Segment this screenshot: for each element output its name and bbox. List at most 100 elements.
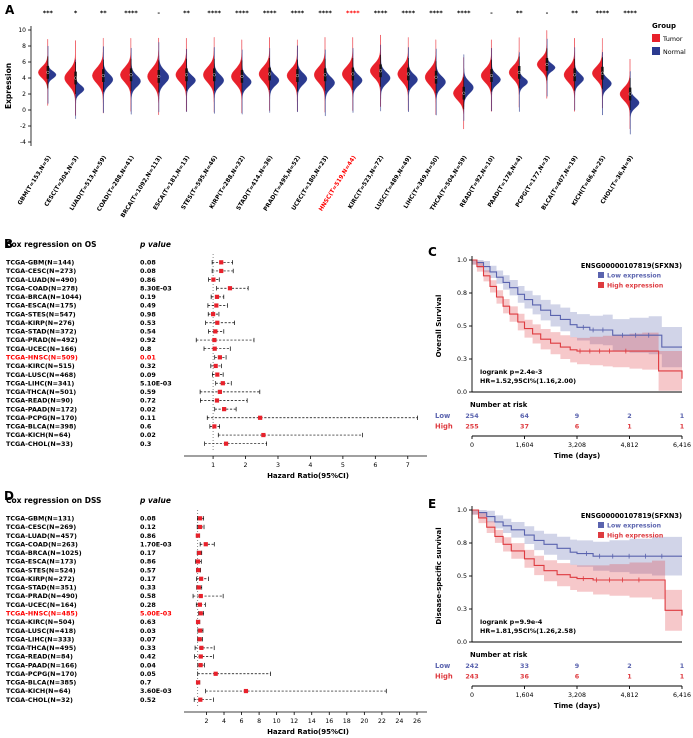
- svg-text:1: 1: [627, 423, 631, 431]
- svg-text:**: **: [571, 9, 578, 17]
- svg-text:8.30E-03: 8.30E-03: [140, 284, 172, 292]
- svg-text:**: **: [100, 9, 107, 17]
- svg-text:TCGA-BRCA(N=1044): TCGA-BRCA(N=1044): [6, 293, 82, 301]
- svg-text:TCGA-BRCA(N=1025): TCGA-BRCA(N=1025): [6, 549, 82, 557]
- svg-text:254: 254: [465, 412, 479, 420]
- svg-text:Hazard Ratio(95%CI): Hazard Ratio(95%CI): [267, 472, 349, 480]
- svg-text:2: 2: [22, 91, 26, 98]
- svg-text:0.02: 0.02: [140, 405, 156, 413]
- svg-text:0.86: 0.86: [140, 276, 156, 284]
- svg-text:0.07: 0.07: [140, 635, 156, 643]
- svg-text:6: 6: [22, 59, 26, 66]
- svg-text:TCGA-PAAD(N=166): TCGA-PAAD(N=166): [6, 661, 77, 669]
- svg-text:TCGA-BLCA(N=385): TCGA-BLCA(N=385): [6, 679, 76, 687]
- svg-text:18: 18: [343, 718, 351, 725]
- svg-text:-: -: [546, 9, 549, 17]
- svg-text:0.5: 0.5: [457, 323, 467, 330]
- svg-text:0.58: 0.58: [140, 592, 156, 600]
- svg-text:0.08: 0.08: [140, 515, 156, 523]
- svg-text:0.72: 0.72: [140, 397, 156, 405]
- svg-text:logrank p=2.4e-3: logrank p=2.4e-3: [480, 368, 542, 376]
- km-plot-disease-specific-survival: 1.0 0.8 0.5 0.3 0.0 Disease-specific survival…: [435, 506, 691, 710]
- svg-text:1: 1: [211, 462, 215, 469]
- svg-text:5.10E-03: 5.10E-03: [140, 379, 172, 387]
- svg-text:16: 16: [325, 718, 333, 725]
- svg-text:2: 2: [627, 412, 631, 420]
- svg-text:64: 64: [520, 412, 529, 420]
- svg-text:242: 242: [465, 662, 478, 670]
- svg-text:TCGA-READ(N=84): TCGA-READ(N=84): [6, 653, 73, 661]
- svg-text:3: 3: [276, 462, 280, 469]
- svg-text:37: 37: [520, 423, 529, 431]
- svg-text:TCGA-LIHC(N=333): TCGA-LIHC(N=333): [6, 635, 74, 643]
- svg-text:0.08: 0.08: [140, 259, 156, 267]
- svg-text:0.03: 0.03: [140, 627, 156, 635]
- svg-text:logrank p=9.9e-4: logrank p=9.9e-4: [480, 618, 543, 626]
- svg-text:TCGA-KIRP(N=272): TCGA-KIRP(N=272): [6, 575, 75, 583]
- svg-text:0.0: 0.0: [457, 639, 467, 646]
- svg-text:TCGA-UCEC(N=166): TCGA-UCEC(N=166): [6, 345, 77, 353]
- svg-text:0.86: 0.86: [140, 532, 156, 540]
- svg-text:4: 4: [308, 462, 312, 469]
- svg-text:TCGA-ESCA(N=175): TCGA-ESCA(N=175): [6, 302, 76, 310]
- svg-text:TCGA-CHOL(N=33): TCGA-CHOL(N=33): [6, 440, 73, 448]
- svg-text:0.19: 0.19: [140, 293, 156, 301]
- svg-text:CHOL(T=36,N=9): CHOL(T=36,N=9): [600, 155, 635, 206]
- svg-text:TCGA-KICH(N=64): TCGA-KICH(N=64): [6, 431, 71, 439]
- svg-text:0.17: 0.17: [140, 549, 156, 557]
- svg-text:2: 2: [627, 662, 631, 670]
- svg-text:TCGA-HNSC(N=509): TCGA-HNSC(N=509): [6, 354, 78, 362]
- svg-text:2: 2: [204, 718, 208, 725]
- svg-text:High expression: High expression: [607, 283, 663, 290]
- svg-text:0.8: 0.8: [457, 540, 467, 547]
- svg-text:4: 4: [22, 75, 26, 82]
- svg-text:Disease-specific survival: Disease-specific survival: [435, 527, 443, 624]
- svg-text:1: 1: [680, 423, 684, 431]
- svg-text:****: ****: [623, 9, 637, 17]
- svg-text:1: 1: [627, 673, 631, 681]
- svg-text:Time (days): Time (days): [554, 702, 600, 710]
- svg-text:-: -: [157, 9, 160, 17]
- svg-text:****: ****: [124, 9, 138, 17]
- svg-text:****: ****: [346, 9, 360, 17]
- svg-text:1.70E-03: 1.70E-03: [140, 540, 172, 548]
- svg-text:TCGA-CESC(N=269): TCGA-CESC(N=269): [6, 523, 76, 531]
- svg-text:Hazard Ratio(95%CI): Hazard Ratio(95%CI): [267, 728, 349, 736]
- svg-text:Cox regression on OS: Cox regression on OS: [6, 240, 97, 249]
- svg-text:9: 9: [575, 412, 580, 420]
- panel-label-e: E: [428, 497, 437, 511]
- svg-text:0.04: 0.04: [140, 661, 156, 669]
- forest-plot-cox-dss: Cox regression on DSS p value TCGA-GBM(N=1…: [6, 496, 427, 736]
- panel-label-b: B: [4, 237, 14, 251]
- panel-label-a: A: [5, 3, 15, 17]
- svg-text:9: 9: [575, 662, 580, 670]
- svg-text:TCGA-COAD(N=263): TCGA-COAD(N=263): [6, 540, 78, 548]
- svg-text:0.02: 0.02: [140, 431, 156, 439]
- svg-text:TCGA-BLCA(N=398): TCGA-BLCA(N=398): [6, 423, 76, 431]
- svg-text:0: 0: [22, 107, 26, 114]
- svg-text:TCGA-LUSC(N=418): TCGA-LUSC(N=418): [6, 627, 76, 635]
- svg-text:TCGA-STAD(N=351): TCGA-STAD(N=351): [6, 584, 77, 592]
- svg-text:TCGA-ESCA(N=173): TCGA-ESCA(N=173): [6, 558, 76, 566]
- svg-text:TCGA-LUAD(N=457): TCGA-LUAD(N=457): [6, 532, 77, 540]
- svg-text:6: 6: [575, 673, 580, 681]
- svg-text:TCGA-PRAD(N=492): TCGA-PRAD(N=492): [6, 336, 78, 344]
- svg-text:10: 10: [18, 27, 26, 34]
- svg-text:Cox regression on DSS: Cox regression on DSS: [6, 496, 101, 505]
- svg-text:0.05: 0.05: [140, 670, 156, 678]
- svg-text:0.3: 0.3: [457, 606, 467, 613]
- svg-text:Group: Group: [652, 22, 676, 30]
- svg-text:****: ****: [291, 9, 305, 17]
- svg-text:0.7: 0.7: [140, 679, 151, 687]
- svg-text:High expression: High expression: [607, 533, 663, 540]
- svg-text:8: 8: [22, 43, 26, 50]
- svg-text:8: 8: [257, 718, 261, 725]
- svg-text:22: 22: [378, 718, 386, 725]
- svg-text:****: ****: [402, 9, 416, 17]
- svg-text:****: ****: [374, 9, 388, 17]
- svg-text:TCGA-GBM(N=144): TCGA-GBM(N=144): [6, 259, 74, 267]
- svg-text:6: 6: [240, 718, 244, 725]
- svg-text:1: 1: [680, 662, 684, 670]
- svg-text:Overall Survival: Overall Survival: [435, 295, 443, 358]
